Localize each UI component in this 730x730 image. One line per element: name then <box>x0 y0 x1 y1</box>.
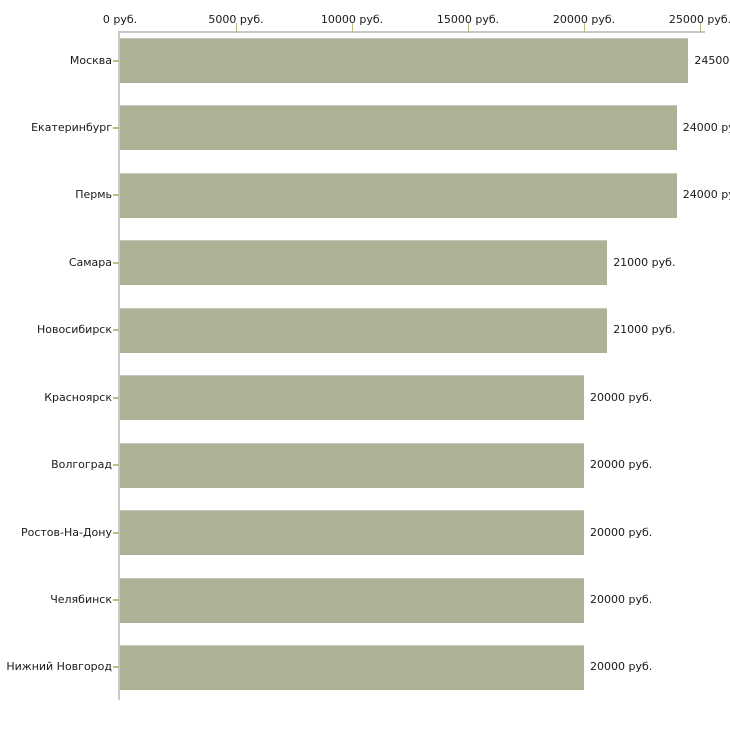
category-label: Пермь <box>75 188 112 202</box>
category-label: Москва <box>69 53 112 67</box>
x-axis-tick <box>352 23 353 33</box>
category-label: Новосибирск <box>36 323 112 337</box>
category-label: Волгоград <box>51 458 112 472</box>
category-label: Нижний Новгород <box>6 660 112 674</box>
category-label: Челябинск <box>50 593 112 607</box>
category-tick <box>113 666 119 669</box>
bar <box>120 307 608 353</box>
bar <box>120 442 584 488</box>
category-tick <box>113 59 119 62</box>
y-axis-line <box>118 31 120 700</box>
category-label: Самара <box>68 255 112 269</box>
value-label: 20000 руб. <box>590 660 653 674</box>
value-label: 21000 руб. <box>613 255 676 269</box>
category-tick <box>113 599 119 602</box>
category-tick <box>113 396 119 399</box>
bar <box>120 510 584 556</box>
x-axis-tick-label: 5000 руб. <box>208 13 264 26</box>
x-axis-tick <box>236 23 237 33</box>
x-axis-tick-label: 0 руб. <box>102 13 138 26</box>
bar <box>120 38 689 83</box>
value-label: 24000 руб. <box>682 120 730 134</box>
value-label: 20000 руб. <box>590 390 653 404</box>
value-label: 24000 руб. <box>682 188 730 202</box>
value-label: 20000 руб. <box>590 525 653 539</box>
category-tick <box>113 126 119 129</box>
x-axis-tick-label: 20000 руб. <box>552 13 616 26</box>
value-label: 20000 руб. <box>590 593 653 607</box>
category-label: Красноярск <box>44 390 112 404</box>
category-tick <box>113 531 119 534</box>
x-axis-tick-label: 15000 руб. <box>436 13 500 26</box>
value-label: 20000 руб. <box>590 458 653 472</box>
x-axis-tick <box>468 23 469 33</box>
bar <box>120 172 677 218</box>
category-tick <box>113 329 119 332</box>
x-axis-tick <box>700 23 701 33</box>
x-axis-tick-label: 10000 руб. <box>320 13 384 26</box>
bar <box>120 644 584 690</box>
bar <box>120 240 608 286</box>
bar <box>120 375 584 421</box>
bar <box>120 105 677 151</box>
x-axis-tick <box>584 23 585 33</box>
category-label: Ростов-На-Дону <box>20 525 112 539</box>
x-axis-tick-label: 25000 руб. <box>668 13 730 26</box>
value-label: 24500 руб. <box>694 53 730 67</box>
category-tick <box>113 464 119 467</box>
value-label: 21000 руб. <box>613 323 676 337</box>
bar <box>120 577 584 623</box>
category-label: Екатеринбург <box>31 120 112 134</box>
category-tick <box>113 194 119 197</box>
x-axis-line <box>118 31 705 33</box>
category-tick <box>113 261 119 264</box>
